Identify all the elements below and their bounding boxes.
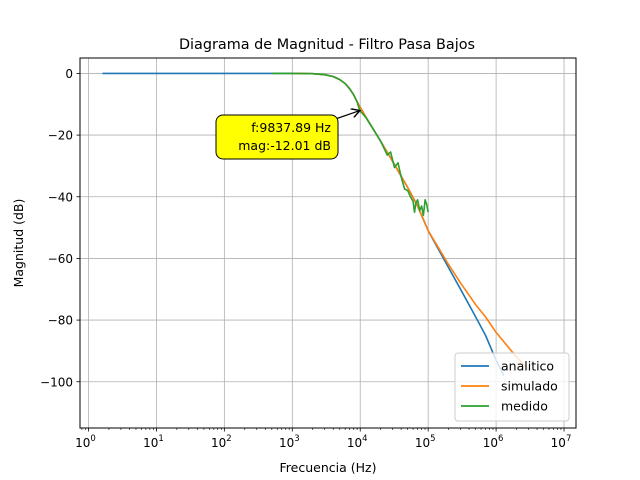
legend-box bbox=[454, 352, 570, 422]
x-tick-label: 103 bbox=[279, 434, 300, 450]
x-tick-base: 10 bbox=[551, 436, 566, 450]
plot-area-frame bbox=[79, 57, 577, 429]
legend-label-medido: medido bbox=[501, 399, 548, 414]
x-tick-label: 105 bbox=[415, 434, 436, 450]
x-tick-exponent: 7 bbox=[566, 434, 571, 444]
x-tick-label: 101 bbox=[143, 434, 164, 450]
x-tick-base: 10 bbox=[279, 436, 294, 450]
x-tick-exponent: 4 bbox=[362, 434, 367, 444]
x-tick-base: 10 bbox=[347, 436, 362, 450]
y-tick-label: 0 bbox=[65, 67, 73, 81]
x-axis-ticks: 100 101 102 103 104 105 106 107 bbox=[75, 428, 571, 450]
y-tick-label: −20 bbox=[48, 129, 73, 143]
x-tick-base: 10 bbox=[483, 436, 498, 450]
x-tick-label: 106 bbox=[483, 434, 504, 450]
x-tick-base: 10 bbox=[211, 436, 226, 450]
x-tick-label: 104 bbox=[347, 434, 368, 450]
legend: analitico simulado medido bbox=[454, 352, 570, 422]
annotation-box bbox=[215, 114, 339, 160]
peak-annotation: f:9837.89 Hz mag:-12.01 dB bbox=[215, 111, 359, 160]
y-tick-label: −60 bbox=[48, 252, 73, 266]
series-lines bbox=[102, 72, 530, 376]
x-tick-label: 100 bbox=[75, 434, 96, 450]
x-tick-base: 10 bbox=[143, 436, 158, 450]
x-tick-exponent: 0 bbox=[90, 434, 95, 444]
x-tick-exponent: 1 bbox=[158, 434, 163, 444]
y-tick-label: −80 bbox=[48, 314, 73, 328]
annotation-frequency: f:9837.89 Hz bbox=[251, 120, 331, 135]
x-tick-exponent: 5 bbox=[430, 434, 435, 444]
x-tick-exponent: 3 bbox=[294, 434, 299, 444]
chart-title: Diagrama de Magnitud - Filtro Pasa Bajos bbox=[179, 37, 475, 53]
x-tick-exponent: 2 bbox=[226, 434, 231, 444]
x-tick-label: 107 bbox=[551, 434, 572, 450]
y-axis-label: Magnitud (dB) bbox=[11, 199, 26, 288]
legend-label-simulado: simulado bbox=[501, 379, 558, 394]
legend-label-analitico: analitico bbox=[501, 359, 554, 374]
y-tick-label: −100 bbox=[40, 375, 73, 389]
annotation-magnitude: mag:-12.01 dB bbox=[238, 138, 331, 153]
y-tick-label: −40 bbox=[48, 190, 73, 204]
x-axis-label: Frecuencia (Hz) bbox=[280, 460, 377, 475]
x-tick-base: 10 bbox=[75, 436, 90, 450]
x-tick-base: 10 bbox=[415, 436, 430, 450]
x-tick-exponent: 6 bbox=[498, 434, 503, 444]
y-axis-ticks: 0 −20 −40 −60 −80 −100 bbox=[40, 67, 80, 389]
series-line-medido bbox=[271, 72, 429, 217]
x-tick-label: 102 bbox=[211, 434, 232, 450]
